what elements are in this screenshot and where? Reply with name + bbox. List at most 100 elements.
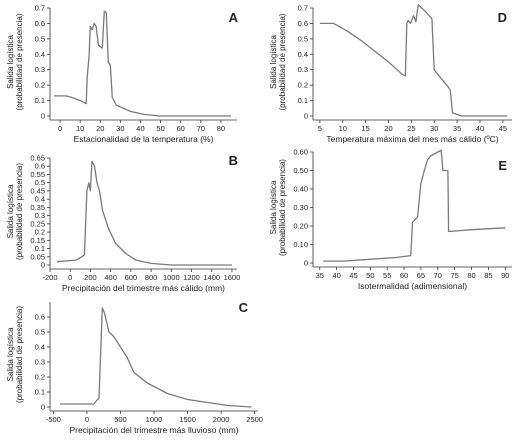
panel-a: 0 0.1 0.2 0.3 0.4 0.5 0.6 0.7 0 10 20 30 40 50 60 70 80E… bbox=[6, 4, 239, 145]
y-axis-label: Salida logística bbox=[6, 35, 15, 89]
y-tick-label: 0 bbox=[304, 112, 308, 121]
x-tick-label: 500 bbox=[114, 415, 127, 424]
y-tick-label: 0.6 bbox=[35, 19, 45, 28]
x-tick-label: 0 bbox=[68, 273, 72, 282]
x-tick-label: 200 bbox=[84, 273, 97, 282]
y-tick-label: 0.40 bbox=[293, 185, 308, 194]
panel-c: 00.10.20.30.40.50.6-500 0 500 1000 1500 2000 2… bbox=[6, 300, 263, 435]
x-tick-label: 2000 bbox=[213, 415, 230, 424]
x-tick-label: 60 bbox=[177, 124, 185, 133]
x-axis-label: Estacionalidad de la temperatura (%) bbox=[74, 134, 214, 144]
x-tick-label: 80 bbox=[217, 124, 225, 133]
y-tick-label: 0.45 bbox=[30, 186, 45, 195]
y-tick-label: 0.3 bbox=[298, 65, 308, 74]
x-tick-label: 800 bbox=[145, 273, 158, 282]
y-tick-label: 0.5 bbox=[298, 34, 308, 43]
y-tick-label: 0 bbox=[41, 112, 45, 121]
y-tick-label: 0.20 bbox=[293, 222, 308, 231]
y-tick-label: 0.6 bbox=[298, 19, 308, 28]
x-axis-label: Precipitación del trimestre más cálido (… bbox=[62, 283, 225, 293]
x-axis-label: Isotermalidad (adimensional) bbox=[358, 281, 467, 291]
y-tick-label: 0.4 bbox=[298, 50, 308, 59]
panel-d: 0 0.1 0.2 0.3 0.4 0.5 0.6 0.7 5 10 15 20 25 30 35 40 45T… bbox=[269, 4, 512, 144]
y-tick-label: 0.7 bbox=[35, 4, 45, 13]
y-tick-label: 0.05 bbox=[30, 252, 45, 261]
y-axis-label: Salida logística bbox=[269, 35, 278, 89]
response-curve bbox=[319, 4, 508, 117]
x-tick-label: 40 bbox=[476, 124, 484, 133]
x-tick-label: -500 bbox=[46, 415, 61, 424]
y-axis-label: Salida logística bbox=[269, 180, 278, 234]
y-axis-label-sub: (probabilidad de presencia) bbox=[15, 306, 24, 403]
x-tick-label: -200 bbox=[42, 273, 57, 282]
x-tick-label: 55 bbox=[383, 271, 391, 280]
x-tick-label: 30 bbox=[430, 124, 438, 133]
x-tick-label: 85 bbox=[484, 271, 492, 280]
y-tick-label: 0.4 bbox=[35, 195, 45, 204]
x-tick-label: 600 bbox=[125, 273, 138, 282]
x-tick-label: 2500 bbox=[246, 415, 263, 424]
y-axis-label-sub: (probabilidad de presencia) bbox=[278, 13, 287, 110]
x-tick-label: 90 bbox=[501, 271, 509, 280]
x-tick-label: 1400 bbox=[203, 273, 220, 282]
response-curve bbox=[54, 10, 231, 117]
x-tick-label: 1200 bbox=[183, 273, 200, 282]
y-tick-label: 0.30 bbox=[293, 203, 308, 212]
y-tick-label: 0.3 bbox=[35, 211, 45, 220]
x-tick-label: 45 bbox=[349, 271, 357, 280]
x-tick-label: 80 bbox=[467, 271, 475, 280]
x-tick-label: 0 bbox=[85, 415, 89, 424]
response-curve bbox=[323, 149, 506, 262]
y-tick-label: 0.1 bbox=[35, 96, 45, 105]
panel-b: 00.050.10.150.20.250.30.350.40.450.50.55… bbox=[6, 153, 240, 293]
x-tick-label: 45 bbox=[499, 124, 507, 133]
panel-e: 0 0.10 0.20 0.30 0.40 0.50 0.60 35 40 45 50 55 60 65 7… bbox=[269, 148, 512, 291]
x-tick-label: 20 bbox=[384, 124, 392, 133]
y-tick-label: 0.1 bbox=[35, 244, 45, 253]
x-tick-label: 1500 bbox=[179, 415, 196, 424]
x-tick-label: 65 bbox=[417, 271, 425, 280]
panel-letter: D bbox=[498, 10, 507, 25]
x-tick-label: 25 bbox=[407, 124, 415, 133]
x-tick-label: 40 bbox=[332, 271, 340, 280]
panel-letter: A bbox=[229, 10, 239, 25]
x-tick-label: 70 bbox=[434, 271, 442, 280]
response-curve bbox=[60, 307, 252, 408]
x-tick-label: 10 bbox=[76, 124, 84, 133]
x-axis-label: Precipitación del trimestre más lluvioso… bbox=[69, 425, 238, 435]
x-tick-label: 30 bbox=[116, 124, 124, 133]
y-tick-label: 0.2 bbox=[35, 81, 45, 90]
y-tick-label: 0.6 bbox=[35, 313, 45, 322]
y-tick-label: 0.1 bbox=[35, 388, 45, 397]
y-tick-label: 0 bbox=[41, 261, 45, 270]
y-tick-label: 0 bbox=[304, 259, 308, 268]
x-tick-label: 60 bbox=[400, 271, 408, 280]
x-tick-label: 40 bbox=[136, 124, 144, 133]
panel-letter: B bbox=[229, 153, 238, 168]
y-tick-label: 0.60 bbox=[293, 148, 308, 157]
y-tick-label: 0.15 bbox=[30, 236, 45, 245]
x-tick-label: 1600 bbox=[224, 273, 241, 282]
x-tick-label: 20 bbox=[96, 124, 104, 133]
y-axis-label-sub: (probabilidad de presencia) bbox=[278, 159, 287, 256]
x-tick-label: 50 bbox=[156, 124, 164, 133]
x-tick-label: 10 bbox=[339, 124, 347, 133]
panel-letter: C bbox=[239, 300, 249, 315]
y-tick-label: 0.55 bbox=[30, 170, 45, 179]
y-tick-label: 0.10 bbox=[293, 240, 308, 249]
y-tick-label: 0.35 bbox=[30, 203, 45, 212]
y-axis-label-sub: (probabilidad de presencia) bbox=[15, 163, 24, 260]
y-tick-label: 0.6 bbox=[35, 162, 45, 171]
y-tick-label: 0.2 bbox=[35, 228, 45, 237]
response-curve bbox=[57, 160, 232, 266]
y-axis-label: Salida logística bbox=[6, 184, 15, 238]
x-tick-label: 5 bbox=[318, 124, 322, 133]
y-tick-label: 0.25 bbox=[30, 219, 45, 228]
y-tick-label: 0.3 bbox=[35, 358, 45, 367]
y-tick-label: 0.2 bbox=[35, 373, 45, 382]
x-tick-label: 50 bbox=[366, 271, 374, 280]
y-tick-label: 0 bbox=[41, 403, 45, 412]
x-tick-label: 75 bbox=[450, 271, 458, 280]
x-axis-label: Temperatura máxima del mes más cálido (º… bbox=[326, 134, 498, 144]
